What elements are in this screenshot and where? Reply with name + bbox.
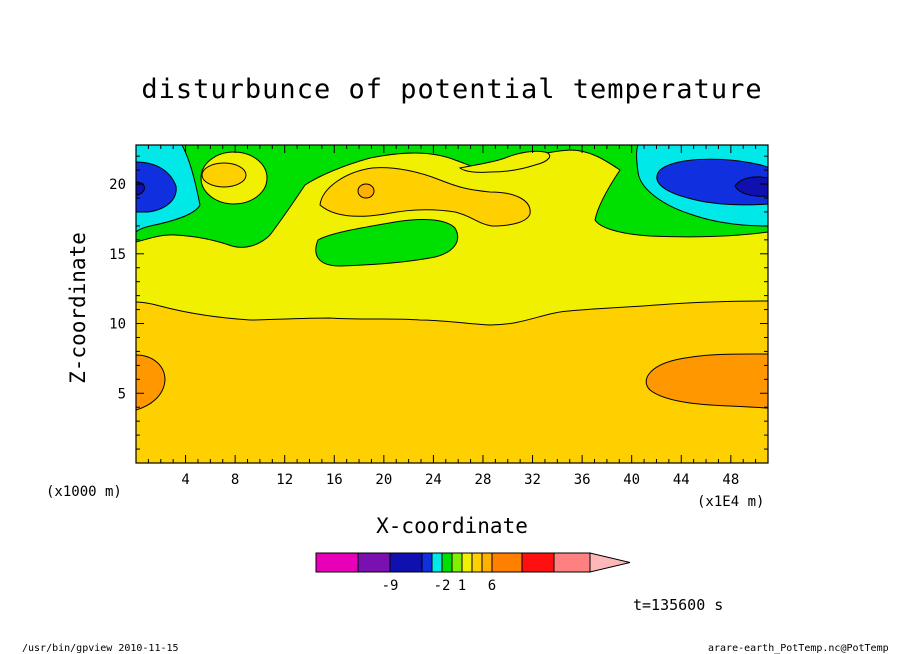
x-tick-label: 8	[231, 472, 239, 488]
colorbar-swatch	[389, 552, 423, 573]
fill-gold-blob	[319, 167, 531, 227]
x-axis-label: X-coordinate	[376, 514, 528, 538]
x-tick-label: 32	[524, 472, 541, 488]
y-tick-label: 15	[109, 247, 126, 263]
x-tick-label: 12	[276, 472, 293, 488]
colorbar-swatch	[491, 552, 523, 573]
colorbar-swatch	[441, 552, 453, 573]
fill-orange-right	[645, 353, 768, 409]
colorbar-swatch	[451, 552, 463, 573]
x-unit-right: (x1E4 m)	[697, 494, 765, 510]
x-tick-label: 40	[623, 472, 640, 488]
fill-navy-right	[734, 176, 768, 197]
fill-blue-right	[656, 158, 768, 206]
x-tick-label: 28	[475, 472, 492, 488]
colorbar-label: 6	[488, 578, 496, 594]
colorbar-swatch	[521, 552, 555, 573]
colorbar-swatch	[471, 552, 483, 573]
colorbar: -9 -2 1 6	[315, 552, 631, 594]
colorbar-arrow	[589, 552, 631, 573]
colorbar-swatch	[461, 552, 473, 573]
x-tick-label: 20	[375, 472, 392, 488]
fill-navy-left	[136, 181, 145, 196]
fill-orange-dot	[357, 183, 375, 199]
x-tick-label: 44	[673, 472, 690, 488]
x-tick-label: 48	[722, 472, 739, 488]
colorbar-swatch	[481, 552, 493, 573]
y-axis-label: Z-coordinate	[66, 232, 90, 384]
fill-yellow-pocket	[458, 150, 551, 173]
x-tick-label: 36	[574, 472, 591, 488]
y-tick-label: 20	[109, 177, 126, 193]
fill-green-island	[315, 219, 459, 267]
chart-title: disturbunce of potential temperature	[141, 74, 763, 105]
x-tick-label: 4	[181, 472, 189, 488]
colorbar-label: -2	[434, 578, 451, 594]
x-tick-label: 16	[326, 472, 343, 488]
colorbar-label: -9	[382, 578, 399, 594]
x-unit-left: (x1000 m)	[46, 484, 122, 500]
y-tick-label: 5	[118, 386, 126, 402]
x-axis: 4 8 12 16 20 24 28 32 36 40 44 48	[147, 145, 769, 488]
y-tick-label: 10	[109, 317, 126, 333]
colorbar-swatch	[553, 552, 591, 573]
colorbar-label: 1	[458, 578, 466, 594]
footer-left: /usr/bin/gpview 2010-11-15	[22, 643, 179, 654]
plot-frame	[135, 144, 769, 464]
fill-green	[136, 145, 768, 248]
contour-field	[136, 145, 768, 463]
colorbar-swatch	[421, 552, 433, 573]
colorbar-swatch	[431, 552, 443, 573]
time-annotation: t=135600 s	[633, 596, 724, 614]
y-axis: 5 10 15 20	[109, 155, 768, 450]
x-tick-label: 24	[425, 472, 442, 488]
fill-gold-eddy-core	[201, 162, 247, 188]
colorbar-swatch	[315, 552, 359, 573]
footer-right: arare-earth_PotTemp.nc@PotTemp	[708, 643, 889, 654]
colorbar-swatch	[357, 552, 391, 573]
fill-orange-left	[136, 354, 166, 411]
